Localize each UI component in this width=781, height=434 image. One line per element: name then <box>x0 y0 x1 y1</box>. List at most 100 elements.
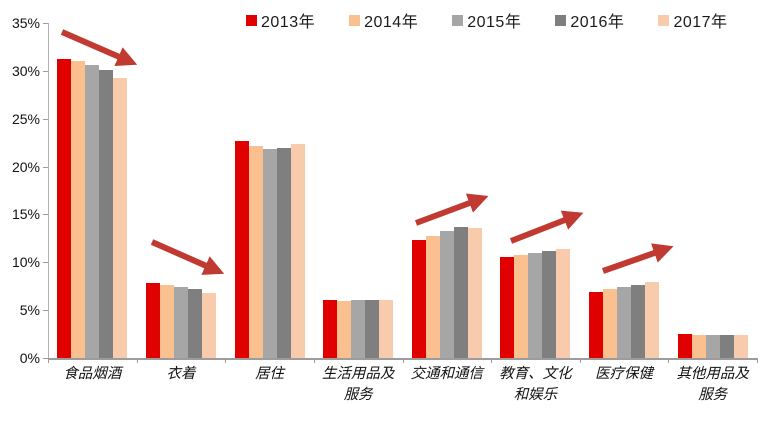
bar-2014年-交通和通信 <box>425 235 440 358</box>
y-axis-tick-label: 10% <box>11 254 40 271</box>
bar-2017年-其他用品及服务 <box>733 335 748 358</box>
y-axis-tick <box>43 166 48 168</box>
legend-label: 2017年 <box>673 14 728 31</box>
x-axis-category-label: 食品烟酒 <box>63 366 122 382</box>
bar-2016年-教育、文化和娱乐 <box>542 250 557 358</box>
bar-2015年-其他用品及服务 <box>705 335 720 358</box>
bar-group-1 <box>48 23 137 358</box>
bar-2015年-交通和通信 <box>439 230 454 358</box>
bar-2016年-居住 <box>276 148 291 358</box>
bar-2015年-医疗保健 <box>617 287 632 358</box>
legend-item-2015年: 2015年 <box>452 8 521 32</box>
y-axis-line <box>48 23 49 358</box>
bar-group-8 <box>668 23 757 358</box>
legend-swatch-icon <box>246 14 257 26</box>
x-axis-tick <box>402 358 404 363</box>
x-axis-tick <box>757 358 758 363</box>
legend-item-2017年: 2017年 <box>658 8 727 32</box>
bar-2015年-食品烟酒 <box>85 65 100 358</box>
bar-2016年-交通和通信 <box>453 226 468 358</box>
x-axis-tick <box>225 358 227 363</box>
bar-2017年-交通和通信 <box>467 227 482 358</box>
x-axis-category-label: 教育、文化 和娱乐 <box>499 366 572 403</box>
y-axis-tick-label: 15% <box>11 206 40 223</box>
bar-group-3 <box>225 23 314 358</box>
bar-group-4 <box>314 23 403 358</box>
x-axis-category-label: 医疗保健 <box>595 366 654 382</box>
y-axis-tick <box>43 23 48 24</box>
x-axis-tick <box>579 358 581 363</box>
bar-group-7 <box>580 23 669 358</box>
bar-2014年-其他用品及服务 <box>691 335 706 358</box>
bar-group-6 <box>491 23 580 358</box>
bar-group-5 <box>403 23 492 358</box>
y-axis-tick <box>43 310 48 312</box>
bar-2013年-教育、文化和娱乐 <box>500 256 515 358</box>
bar-2016年-医疗保健 <box>631 285 646 358</box>
bar-2016年-食品烟酒 <box>99 69 114 358</box>
legend-swatch-icon <box>349 14 361 26</box>
y-axis-tick-label: 0% <box>19 350 40 366</box>
y-axis-tick <box>43 358 48 359</box>
bar-2013年-生活用品及服务 <box>323 299 338 358</box>
legend-swatch-icon <box>452 14 464 26</box>
bar-2014年-生活用品及服务 <box>337 300 352 358</box>
legend-label: 2014年 <box>364 14 419 31</box>
y-axis-tick <box>43 118 48 120</box>
bar-2015年-生活用品及服务 <box>351 299 366 358</box>
legend-item-2014年: 2014年 <box>349 8 418 32</box>
x-axis-category-label: 生活用品及 服务 <box>321 366 395 403</box>
legend-label: 2015年 <box>467 14 522 31</box>
plot-area <box>48 23 757 360</box>
bar-2017年-医疗保健 <box>645 282 660 358</box>
bar-2016年-衣着 <box>187 289 202 358</box>
legend-item-2013年: 2013年 <box>246 8 315 32</box>
bar-2016年-其他用品及服务 <box>719 335 734 358</box>
x-axis-category-label: 衣着 <box>166 366 196 382</box>
legend: 2013年 2014年 2015年 2016年 2017年 <box>246 8 728 32</box>
bar-2017年-衣着 <box>201 292 216 358</box>
bar-2017年-教育、文化和娱乐 <box>556 248 571 358</box>
legend-label: 2013年 <box>261 14 316 31</box>
bar-2017年-生活用品及服务 <box>379 299 394 358</box>
y-axis-tick <box>43 70 48 72</box>
legend-item-2016年: 2016年 <box>555 8 624 32</box>
bar-2015年-居住 <box>262 149 277 358</box>
x-axis-category-label: 居住 <box>255 366 285 382</box>
x-axis-tick <box>491 358 493 363</box>
y-axis-tick <box>43 262 48 264</box>
x-axis-tick <box>313 358 315 363</box>
bar-2013年-衣着 <box>145 283 160 358</box>
y-axis-tick-label: 35% <box>11 15 40 31</box>
bar-2014年-医疗保健 <box>603 289 618 358</box>
y-axis-tick <box>43 214 48 216</box>
bar-2017年-食品烟酒 <box>113 77 128 358</box>
legend-swatch-icon <box>555 14 567 26</box>
x-axis-category-label: 其他用品及 服务 <box>676 366 749 403</box>
x-axis-tick <box>136 358 138 363</box>
y-axis-tick-label: 5% <box>19 302 40 319</box>
bar-group-2 <box>137 23 226 358</box>
bar-2014年-教育、文化和娱乐 <box>514 254 529 358</box>
x-axis-category-label: 交通和通信 <box>410 366 484 382</box>
bar-2013年-交通和通信 <box>411 240 426 358</box>
legend-label: 2016年 <box>570 14 625 31</box>
y-axis-tick-label: 30% <box>11 62 40 79</box>
bar-2017年-居住 <box>290 143 305 358</box>
bar-2015年-衣着 <box>173 287 188 358</box>
bar-2013年-其他用品及服务 <box>677 334 692 358</box>
bar-2015年-教育、文化和娱乐 <box>528 252 543 358</box>
bar-2014年-衣着 <box>159 285 174 358</box>
bar-2013年-医疗保健 <box>589 291 604 358</box>
y-axis-tick-label: 25% <box>11 110 40 127</box>
bar-2014年-食品烟酒 <box>71 61 86 358</box>
legend-swatch-icon <box>658 14 670 26</box>
bar-2013年-居住 <box>234 140 249 358</box>
y-axis-tick-label: 20% <box>11 158 40 175</box>
x-axis-tick <box>48 358 49 363</box>
x-axis-tick <box>668 358 670 363</box>
bar-2013年-食品烟酒 <box>57 59 72 358</box>
bar-2016年-生活用品及服务 <box>365 299 380 358</box>
bar-2014年-居住 <box>248 146 263 358</box>
